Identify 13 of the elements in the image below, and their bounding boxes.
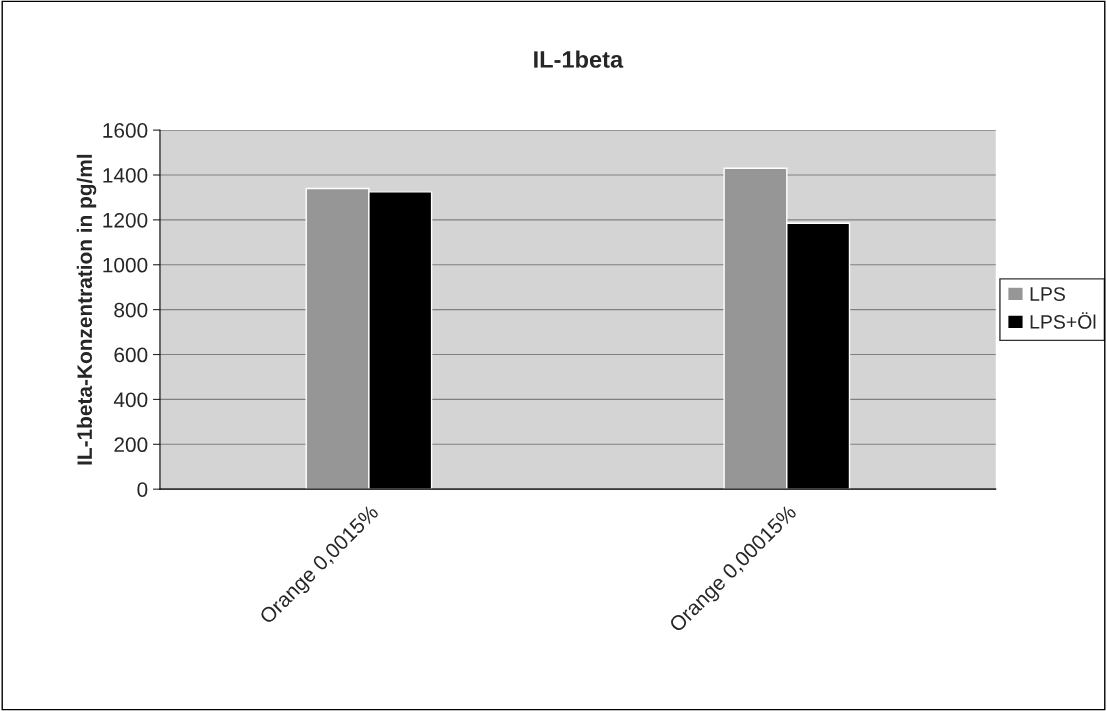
y-axis-title: IL-1beta-Konzentration in pg/ml <box>76 154 97 465</box>
legend-label: LPS <box>1030 287 1065 301</box>
chart-title: IL-1beta <box>534 50 624 68</box>
y-tick-label: 1200 <box>103 212 148 228</box>
y-tick-label: 0 <box>137 482 148 497</box>
y-tick-label: 1400 <box>103 168 148 183</box>
y-tick-label: 1000 <box>103 257 148 273</box>
y-tick-label: 400 <box>113 392 148 408</box>
legend-label: LPS+Öl <box>1030 312 1096 329</box>
y-tick-label: 200 <box>114 437 148 453</box>
y-tick-label: 800 <box>114 302 148 318</box>
y-tick-label: 600 <box>114 347 148 363</box>
y-tick-label: 1600 <box>103 123 148 138</box>
